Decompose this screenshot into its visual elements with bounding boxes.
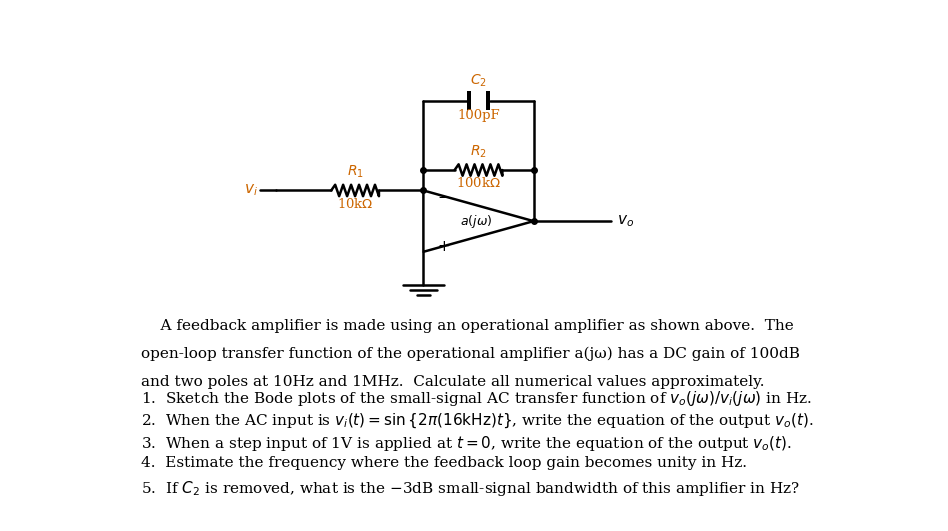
Text: $-$: $-$ (437, 188, 449, 203)
Text: 2.  When the AC input is $v_i(t) = \sin\{2\pi(16\mathrm{kHz})t\}$, write the equ: 2. When the AC input is $v_i(t) = \sin\{… (140, 411, 813, 430)
Text: 100pF: 100pF (457, 109, 500, 122)
Text: $R_1$: $R_1$ (347, 164, 363, 180)
Text: $C_2$: $C_2$ (470, 73, 487, 89)
Text: 3.  When a step input of 1V is applied at $t = 0$, write the equation of the out: 3. When a step input of 1V is applied at… (140, 434, 792, 453)
Text: 10k$\Omega$: 10k$\Omega$ (337, 196, 374, 211)
Text: 4.  Estimate the frequency where the feedback loop gain becomes unity in Hz.: 4. Estimate the frequency where the feed… (140, 456, 746, 470)
Text: 100k$\Omega$: 100k$\Omega$ (456, 176, 501, 190)
Text: 1.  Sketch the Bode plots of the small-signal AC transfer function of $v_o(j\ome: 1. Sketch the Bode plots of the small-si… (140, 389, 811, 408)
Text: $v_i$: $v_i$ (245, 183, 258, 198)
Text: A feedback amplifier is made using an operational amplifier as shown above.  The: A feedback amplifier is made using an op… (140, 319, 793, 333)
Text: 5.  If $C_2$ is removed, what is the $-$3dB small-signal bandwidth of this ampli: 5. If $C_2$ is removed, what is the $-$3… (140, 479, 800, 498)
Text: $a(j\omega)$: $a(j\omega)$ (460, 212, 492, 229)
Text: $+$: $+$ (437, 239, 449, 254)
Text: open-loop transfer function of the operational amplifier a(jω) has a DC gain of : open-loop transfer function of the opera… (140, 347, 799, 362)
Text: and two poles at 10Hz and 1MHz.  Calculate all numerical values approximately.: and two poles at 10Hz and 1MHz. Calculat… (140, 375, 764, 389)
Text: $R_2$: $R_2$ (470, 143, 487, 160)
Text: $v_o$: $v_o$ (616, 213, 633, 229)
